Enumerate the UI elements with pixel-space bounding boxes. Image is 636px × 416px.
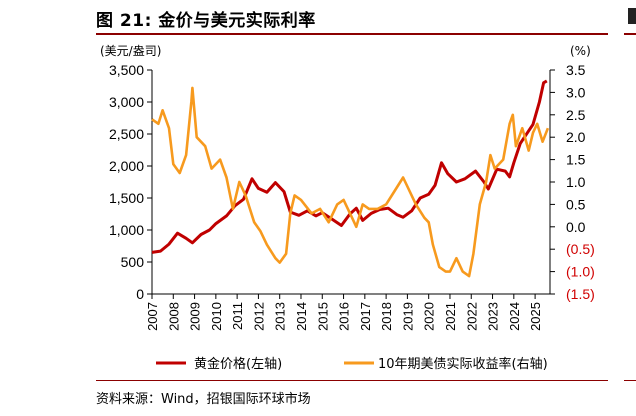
x-tick-label: 2011: [230, 302, 245, 330]
x-tick-label: 2009: [188, 302, 203, 331]
left-tick-label: 1,000: [109, 222, 144, 238]
gold-price-line: [151, 79, 548, 254]
x-tick-label: 2019: [400, 302, 415, 331]
left-tick-label: 3,000: [109, 94, 144, 110]
right-tick-label: (0.5): [566, 241, 595, 257]
x-tick-label: 2014: [294, 302, 309, 331]
title-rule: [96, 33, 608, 35]
x-tick-label: 2007: [145, 302, 160, 331]
bottom-rule: [96, 380, 608, 381]
left-tick-label: 2,000: [109, 158, 144, 174]
right-tick-label: 0.5: [566, 196, 586, 212]
x-tick-label: 2021: [443, 302, 458, 331]
right-tick-label: 1.0: [566, 174, 586, 190]
left-tick-label: 3,500: [109, 62, 144, 78]
next-figure-bottom-rule: [624, 380, 636, 381]
chart-title: 图 21: 金价与美元实际利率: [96, 11, 316, 31]
legend-gold-label: 黄金价格(左轴): [194, 356, 282, 372]
source-note: 资料来源：Wind，招银国际环球市场: [96, 392, 311, 407]
x-tick-label: 2008: [166, 302, 181, 331]
right-tick-label: 1.5: [566, 152, 586, 168]
x-tick-label: 2024: [507, 302, 522, 331]
right-tick-label: 2.0: [566, 129, 586, 145]
next-figure-edge: [628, 8, 636, 24]
left-tick-label: 500: [121, 254, 145, 270]
right-tick-label: (1.0): [566, 264, 595, 280]
real-yield-line: [151, 86, 550, 278]
x-tick-label: 2015: [315, 302, 330, 331]
x-tick-label: 2013: [273, 302, 288, 331]
right-tick-label: (1.5): [566, 286, 595, 302]
x-tick-label: 2010: [209, 302, 224, 331]
x-tick-label: 2012: [251, 302, 266, 331]
right-tick-label: 2.5: [566, 107, 586, 123]
right-tick-label: 0.0: [566, 219, 586, 235]
chart-svg: (美元/盎司) (%) 0 500 1,000 1,500 2,000 2,500 3,000 3…: [100, 44, 595, 372]
left-tick-label: 2,500: [109, 126, 144, 142]
x-tick-label: 2023: [486, 302, 501, 331]
right-tick-label: 3.5: [566, 62, 586, 78]
right-axis-unit: (%): [570, 44, 591, 58]
x-tick-label: 2025: [528, 302, 543, 331]
left-tick-label: 1,500: [109, 190, 144, 206]
x-tick-label: 2022: [464, 302, 479, 331]
x-tick-label: 2018: [379, 302, 394, 331]
left-axis-unit: (美元/盎司): [100, 44, 161, 58]
x-tick-label: 2020: [422, 302, 437, 331]
x-tick-label: 2017: [358, 302, 373, 331]
x-tick-label: 2016: [337, 302, 352, 331]
next-figure-rule: [624, 33, 636, 35]
legend-yield-label: 10年期美债实际收益率(右轴): [378, 356, 548, 372]
left-tick-label: 0: [136, 286, 144, 302]
right-tick-label: 3.0: [566, 84, 586, 100]
